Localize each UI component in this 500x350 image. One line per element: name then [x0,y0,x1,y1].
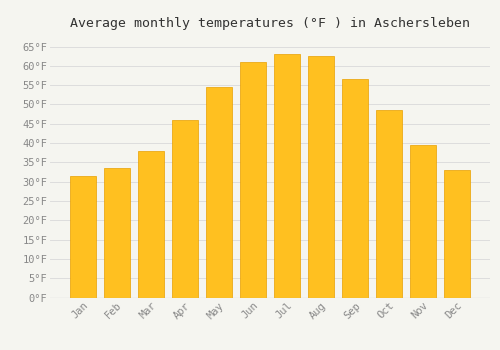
Bar [274,54,300,298]
Bar [410,145,436,298]
Bar [240,62,266,298]
Bar [308,56,334,298]
Title: Average monthly temperatures (°F ) in Aschersleben: Average monthly temperatures (°F ) in As… [70,17,470,30]
Bar [104,168,130,298]
Bar [444,170,470,298]
Bar [172,120,198,298]
Bar [70,176,96,298]
Bar [376,110,402,298]
Bar [342,79,368,298]
Bar [206,87,232,298]
Bar [138,151,164,298]
